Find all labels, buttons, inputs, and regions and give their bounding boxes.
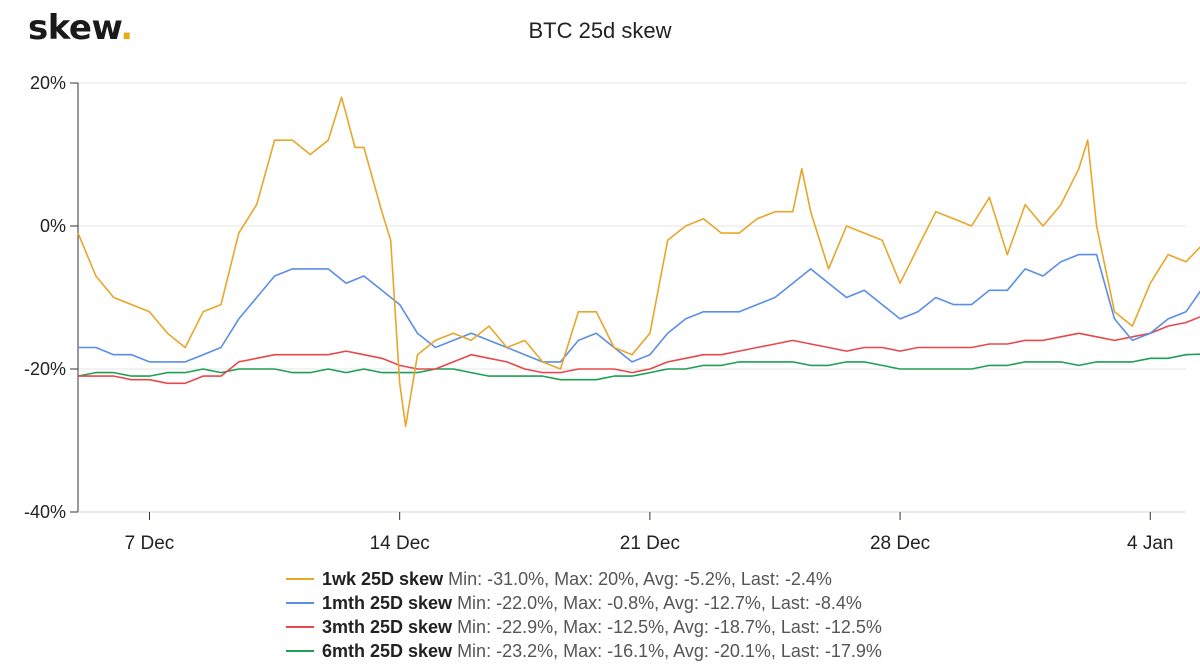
legend-item[interactable]: 6mth 25D skew Min: -23.2%, Max: -16.1%, A… [286, 639, 882, 663]
y-tick-label: -20% [24, 359, 66, 379]
y-tick-label: 0% [40, 216, 66, 236]
legend-item[interactable]: 3mth 25D skew Min: -22.9%, Max: -12.5%, A… [286, 615, 882, 639]
x-tick-label: 21 Dec [620, 533, 680, 554]
legend-swatch [286, 650, 314, 652]
legend-swatch [286, 602, 314, 604]
grid-layer [78, 82, 1186, 513]
legend-swatch [286, 626, 314, 628]
legend-item[interactable]: 1mth 25D skew Min: -22.0%, Max: -0.8%, Av… [286, 591, 882, 615]
legend-swatch [286, 578, 314, 580]
line-chart: 20% 0% -20% -40% 7 Dec 14 Dec 21 Dec 28 Dec 4 Ja… [24, 73, 1200, 554]
legend-series-name: 1wk 25D skew [322, 568, 444, 589]
x-tick-label: 7 Dec [125, 533, 175, 554]
x-tick-label: 4 Jan [1127, 533, 1173, 554]
legend-series-name: 6mth 25D skew [322, 640, 453, 661]
logo-text: skew [28, 8, 121, 48]
series-line-1mth [78, 253, 1200, 363]
legend-series-stats: Min: -22.0%, Max: -0.8%, Avg: -12.7%, La… [457, 592, 862, 613]
logo-dot: . [120, 8, 133, 48]
series-line-6mth [77, 353, 1200, 381]
chart-title: BTC 25d skew [528, 18, 672, 43]
legend-series-stats: Min: -22.9%, Max: -12.5%, Avg: -18.7%, L… [457, 616, 882, 637]
y-tick-label: -40% [24, 502, 66, 522]
x-tick-label: 28 Dec [870, 533, 930, 554]
legend: 1wk 25D skew Min: -31.0%, Max: 20%, Avg: … [286, 567, 882, 663]
legend-item[interactable]: 1wk 25D skew Min: -31.0%, Max: 20%, Avg: … [286, 567, 882, 591]
series-layer [77, 96, 1200, 427]
y-tick-label: 20% [30, 73, 66, 93]
legend-series-name: 1mth 25D skew [322, 592, 453, 613]
axis-layer: 20% 0% -20% -40% 7 Dec 14 Dec 21 Dec 28 Dec 4 Ja… [24, 73, 1186, 554]
series-line-3mth [78, 316, 1200, 385]
x-tick-label: 14 Dec [370, 533, 430, 554]
legend-series-stats: Min: -23.2%, Max: -16.1%, Avg: -20.1%, L… [457, 640, 882, 661]
legend-series-stats: Min: -31.0%, Max: 20%, Avg: -5.2%, Last:… [448, 568, 832, 589]
series-line-1wk [77, 96, 1200, 427]
legend-series-name: 3mth 25D skew [322, 616, 453, 637]
skew-logo: skew. [28, 8, 133, 48]
